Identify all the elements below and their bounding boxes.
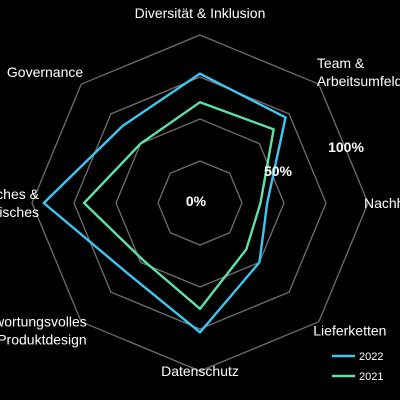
axis-label: Ethisches &Unternehmerisches xyxy=(0,186,40,220)
axis-label: Datenschutz xyxy=(161,363,239,379)
tick-label: 50% xyxy=(264,163,293,179)
series-line-2021 xyxy=(82,100,275,311)
tick-labels: 0% 50% 100% xyxy=(186,139,365,209)
legend-label-2022: 2022 xyxy=(359,351,383,363)
axis-label: Team & Arbeitsumfeld xyxy=(317,55,400,89)
axis-label: Governance xyxy=(7,64,83,80)
grid-ring xyxy=(31,34,369,372)
axis-label: Lieferketten xyxy=(313,322,386,338)
axis-label: Nachhaltigkeit xyxy=(364,195,400,211)
chart-legend: 2022 2021 xyxy=(332,351,383,383)
grid-ring xyxy=(73,76,327,330)
tick-label: 0% xyxy=(186,193,207,209)
tick-label: 100% xyxy=(328,139,364,155)
legend-label-2021: 2021 xyxy=(359,371,383,383)
grid-ring xyxy=(157,160,243,246)
axis-label: Diversität & Inklusion xyxy=(135,5,266,21)
axis-labels: Diversität & Inklusion Team & Arbeitsumfel… xyxy=(0,5,400,379)
radar-series xyxy=(42,72,287,334)
series-line-2022 xyxy=(42,72,287,334)
axis-label: VerantwortungsvollesProduktdesign xyxy=(0,313,87,347)
